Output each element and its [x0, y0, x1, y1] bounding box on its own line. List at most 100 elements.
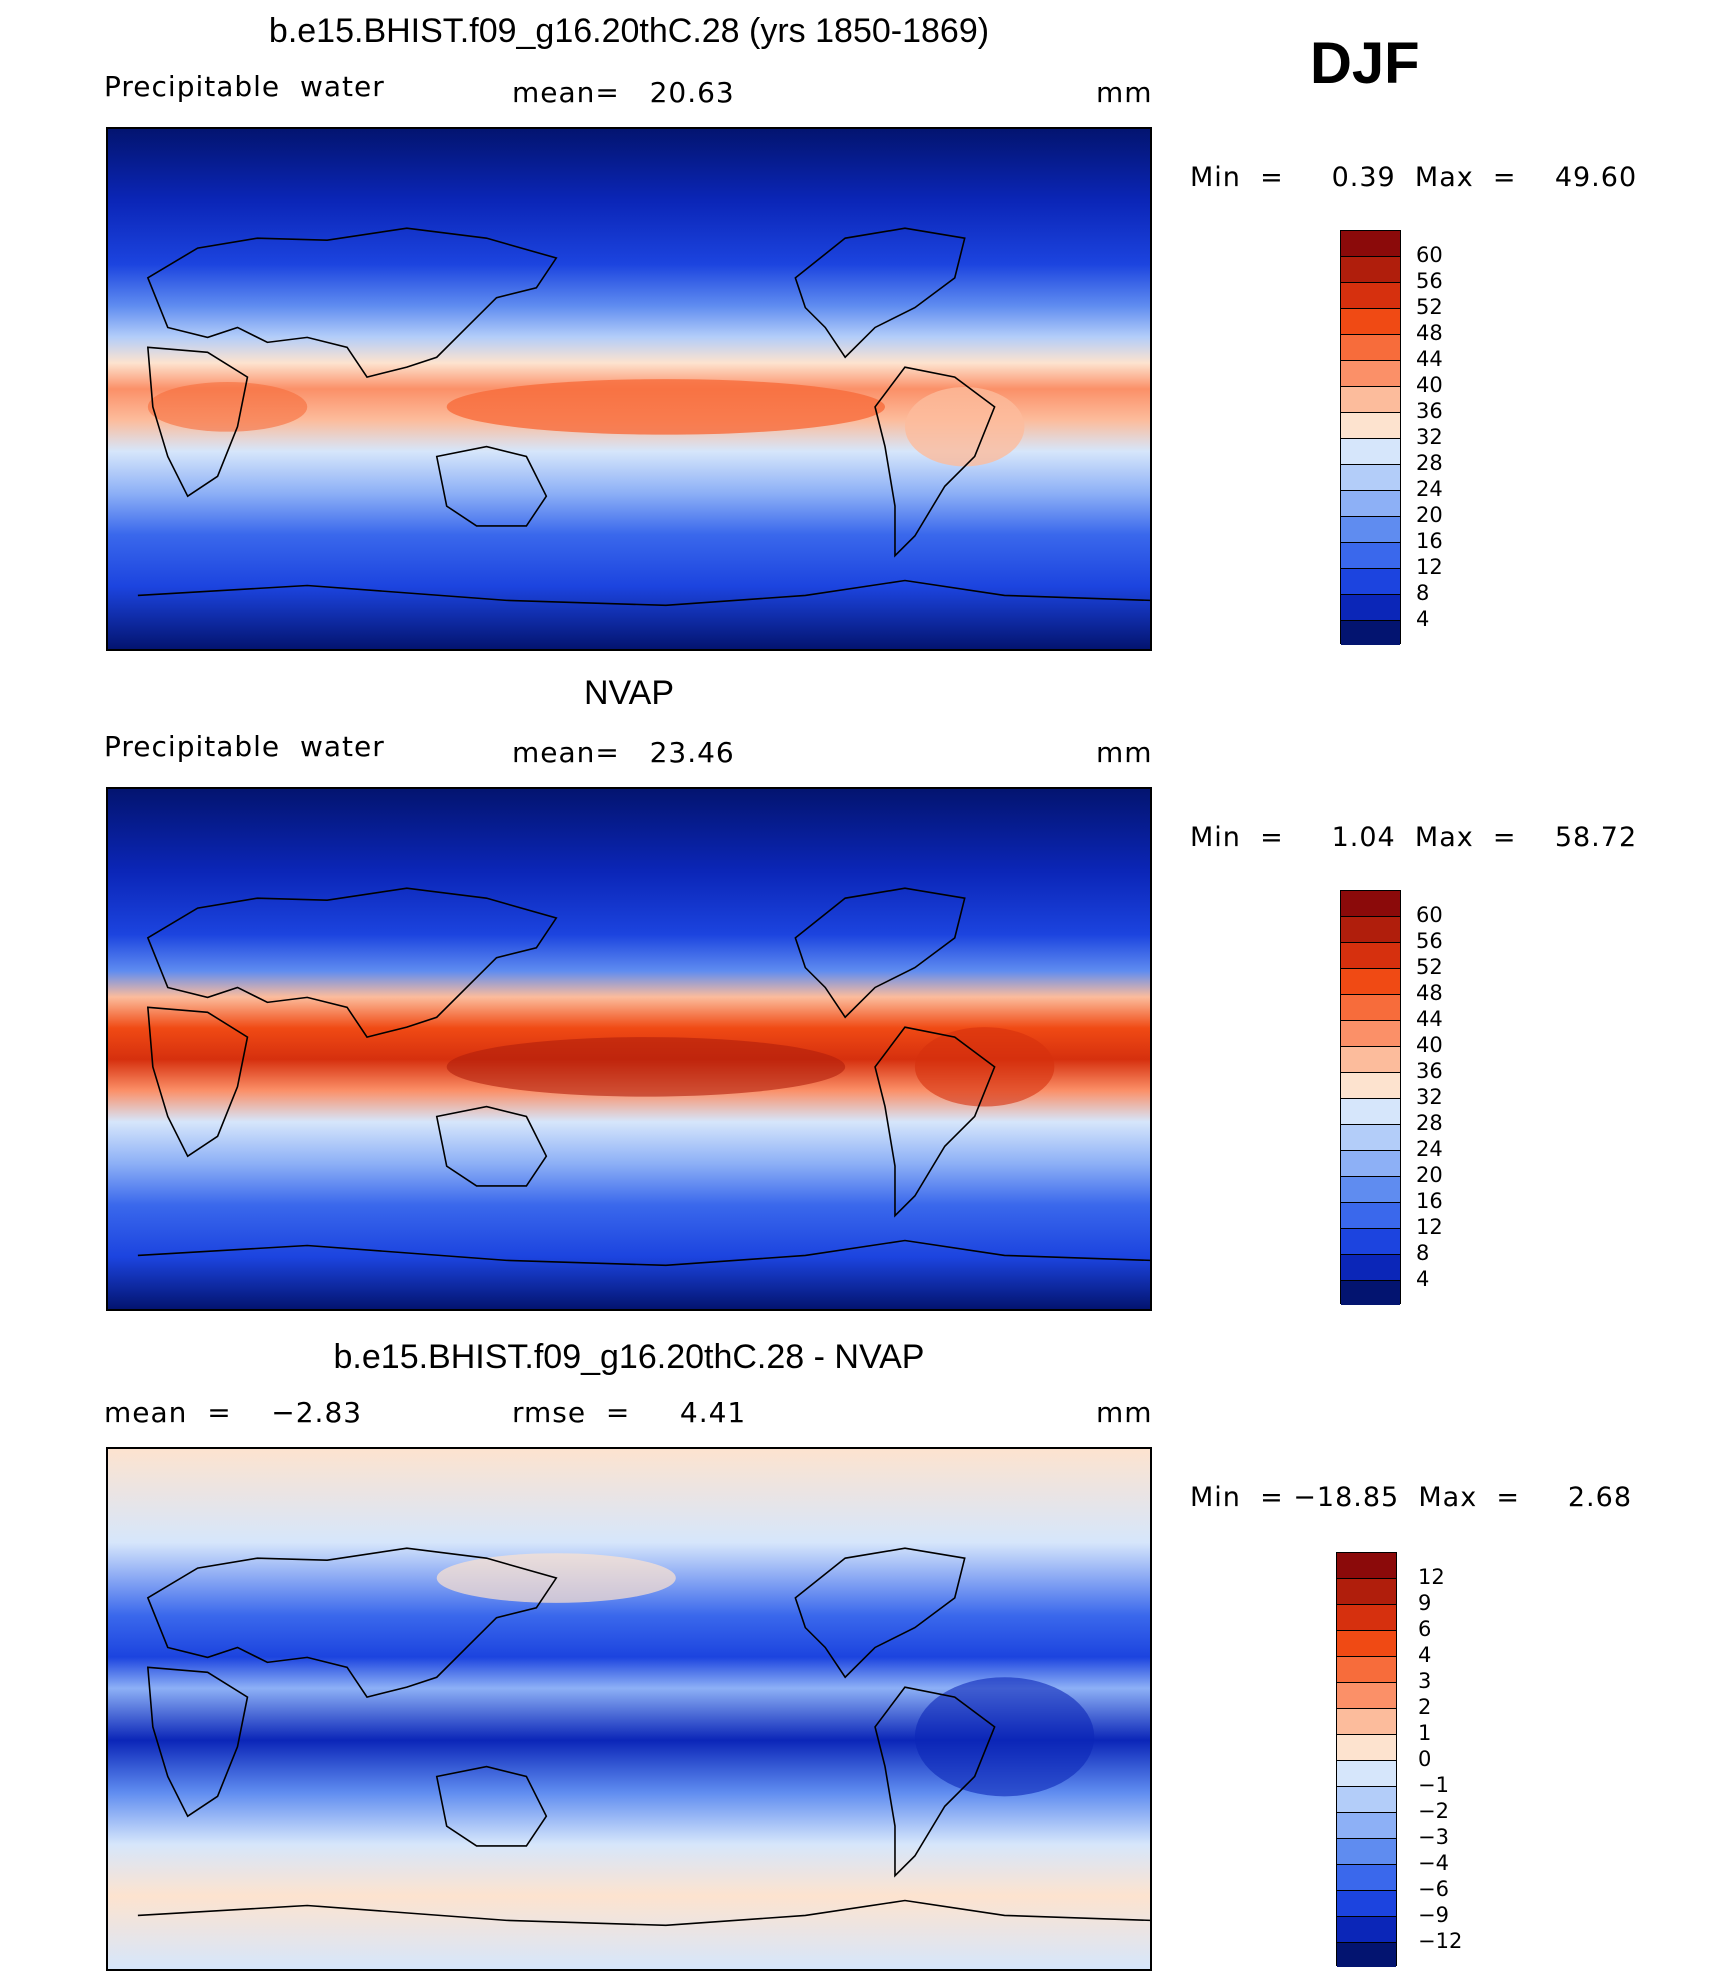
colorbar-label: −2	[1418, 1799, 1449, 1823]
colorbar-label: 36	[1416, 399, 1443, 423]
colorbar-label: 48	[1416, 321, 1443, 345]
field-label: Precipitable water	[104, 730, 385, 763]
colorbar-label: 3	[1418, 1669, 1432, 1693]
colorbar-box	[1337, 1839, 1396, 1865]
colorbar-label: 4	[1418, 1643, 1432, 1667]
colorbar-label: 12	[1416, 555, 1443, 579]
colorbar-diff	[1336, 1552, 1397, 1967]
colorbar-label: 0	[1418, 1747, 1432, 1771]
colorbar-box	[1341, 1177, 1400, 1203]
colorbar-label: 9	[1418, 1591, 1432, 1615]
colorbar-box	[1337, 1787, 1396, 1813]
colorbar-label: 1	[1418, 1721, 1432, 1745]
colorbar-label: 12	[1418, 1565, 1445, 1589]
colorbar-label: 40	[1416, 1033, 1443, 1057]
units-label: mm	[1096, 1396, 1153, 1429]
units-label: mm	[1096, 736, 1153, 769]
colorbar-box	[1341, 465, 1400, 491]
colorbar-box	[1341, 361, 1400, 387]
colorbar-box	[1341, 995, 1400, 1021]
colorbar-label: −4	[1418, 1851, 1449, 1875]
colorbar-box	[1341, 439, 1400, 465]
colorbar-box	[1341, 491, 1400, 517]
season-label: DJF	[1310, 31, 1420, 96]
field-label: Precipitable water	[104, 70, 385, 103]
colorbar-box	[1341, 1099, 1400, 1125]
colorbar-box	[1341, 517, 1400, 543]
colorbar-box	[1341, 917, 1400, 943]
colorbar-label: 6	[1418, 1617, 1432, 1641]
colorbar-box	[1337, 1917, 1396, 1943]
colorbar-label: 2	[1418, 1695, 1432, 1719]
colorbar-label: 56	[1416, 269, 1443, 293]
colorbar-box	[1341, 257, 1400, 283]
colorbar-label: 24	[1416, 1137, 1443, 1161]
colorbar-box	[1337, 1891, 1396, 1917]
min-max-label: Min = −18.85 Max = 2.68	[1190, 1482, 1633, 1513]
colorbar-label: 16	[1416, 529, 1443, 553]
colorbar-label: 52	[1416, 295, 1443, 319]
colorbar-label: 60	[1416, 903, 1443, 927]
colorbar-box	[1337, 1683, 1396, 1709]
colorbar-box	[1337, 1735, 1396, 1761]
colorbar-box	[1337, 1709, 1396, 1735]
colorbar-box	[1341, 1125, 1400, 1151]
colorbar-box	[1337, 1657, 1396, 1683]
colorbar-label: 52	[1416, 955, 1443, 979]
colorbar-label: 16	[1416, 1189, 1443, 1213]
colorbar-box	[1337, 1943, 1396, 1967]
map-model	[106, 127, 1152, 651]
colorbar-label: 4	[1416, 1267, 1430, 1291]
colorbar-box	[1337, 1553, 1396, 1579]
colorbar-box	[1341, 595, 1400, 621]
colorbar-label: 24	[1416, 477, 1443, 501]
panel-title: NVAP	[583, 674, 675, 712]
colorbar-model	[1340, 230, 1401, 645]
colorbar-box	[1341, 231, 1400, 257]
colorbar-box	[1337, 1579, 1396, 1605]
map-diff	[106, 1447, 1152, 1971]
colorbar-label: 20	[1416, 503, 1443, 527]
colorbar-box	[1341, 413, 1400, 439]
colorbar-label: −9	[1418, 1903, 1449, 1927]
rmse-label: rmse = 4.41	[512, 1396, 747, 1429]
colorbar-box	[1341, 335, 1400, 361]
panel-title: b.e15.BHIST.f09_g16.20thC.28 - NVAP	[333, 1338, 925, 1376]
colorbar-box	[1337, 1761, 1396, 1787]
colorbar-box	[1341, 309, 1400, 335]
colorbar-label: −12	[1418, 1929, 1463, 1953]
colorbar-box	[1341, 1229, 1400, 1255]
colorbar-label: −1	[1418, 1773, 1449, 1797]
colorbar-box	[1341, 1021, 1400, 1047]
colorbar-label: 20	[1416, 1163, 1443, 1187]
colorbar-label: 40	[1416, 373, 1443, 397]
colorbar-label: 56	[1416, 929, 1443, 953]
colorbar-box	[1341, 1073, 1400, 1099]
colorbar-label: −3	[1418, 1825, 1449, 1849]
min-max-label: Min = 0.39 Max = 49.60	[1190, 162, 1638, 193]
colorbar-box	[1341, 543, 1400, 569]
colorbar-box	[1341, 1281, 1400, 1305]
colorbar-box	[1341, 1203, 1400, 1229]
colorbar-box	[1341, 1047, 1400, 1073]
colorbar-label: 32	[1416, 425, 1443, 449]
colorbar-box	[1337, 1813, 1396, 1839]
colorbar-label: 28	[1416, 1111, 1443, 1135]
colorbar-label: 60	[1416, 243, 1443, 267]
mean-label: mean= 20.63	[512, 76, 735, 109]
colorbar-box	[1341, 569, 1400, 595]
map-obs	[106, 787, 1152, 1311]
colorbar-box	[1337, 1605, 1396, 1631]
colorbar-box	[1341, 943, 1400, 969]
units-label: mm	[1096, 76, 1153, 109]
colorbar-label: 48	[1416, 981, 1443, 1005]
colorbar-box	[1341, 1151, 1400, 1177]
colorbar-label: 8	[1416, 581, 1430, 605]
colorbar-box	[1337, 1631, 1396, 1657]
colorbar-box	[1341, 621, 1400, 645]
colorbar-label: 12	[1416, 1215, 1443, 1239]
min-max-label: Min = 1.04 Max = 58.72	[1190, 822, 1638, 853]
colorbar-label: 36	[1416, 1059, 1443, 1083]
colorbar-label: 4	[1416, 607, 1430, 631]
colorbar-box	[1341, 387, 1400, 413]
